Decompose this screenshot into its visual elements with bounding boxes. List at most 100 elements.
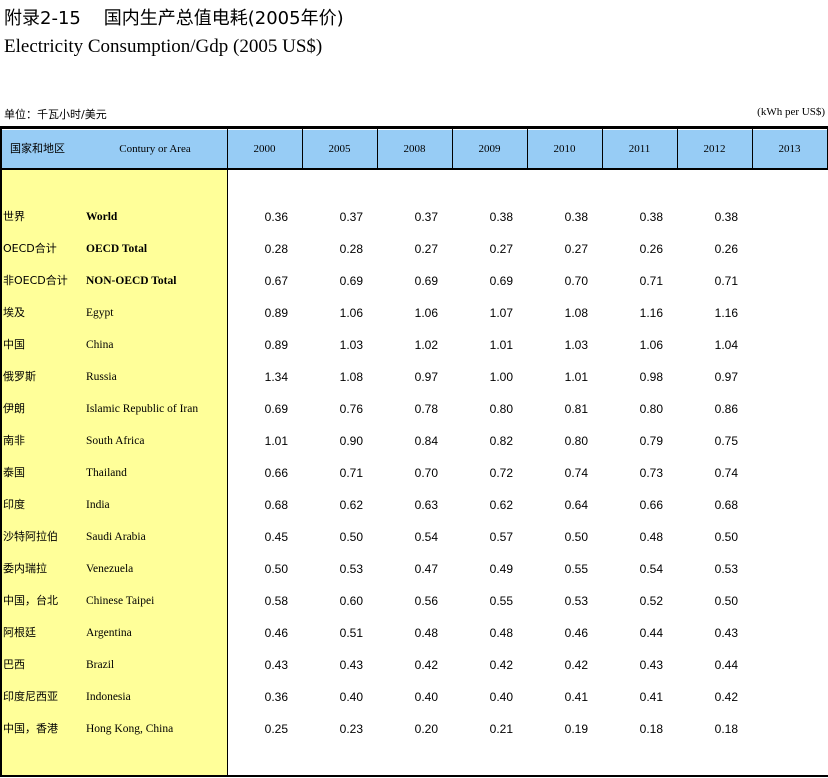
table-row: 沙特阿拉伯 Saudi Arabia 0.45 0.50 0.54 0.57 0.50 0.4… [0,521,828,553]
row-name-en: OECD Total [86,243,148,255]
value-cell: 0.70 [414,466,438,480]
value-cell: 0.53 [564,594,588,608]
table-row: 巴西 Brazil 0.43 0.43 0.42 0.42 0.42 0.43 0.44 [0,649,828,681]
value-cell: 0.27 [414,242,438,256]
value-cell: 0.79 [639,434,663,448]
value-cell: 1.01 [489,338,513,352]
value-cell: 0.58 [264,594,288,608]
value-cell: 0.69 [339,274,363,288]
table-row: 阿根廷 Argentina 0.46 0.51 0.48 0.48 0.46 0.44 0.43 [0,617,828,649]
value-cell: 0.37 [414,210,438,224]
row-name-en: China [86,339,114,351]
value-cell: 0.44 [714,658,738,672]
value-cell: 0.71 [339,466,363,480]
value-cell: 0.38 [564,210,588,224]
value-cell: 0.41 [564,690,588,704]
value-cell: 1.08 [564,306,588,320]
value-cell: 0.81 [564,402,588,416]
value-cell: 0.54 [414,530,438,544]
table-row: 世界 World 0.36 0.37 0.37 0.38 0.38 0.38 0.38 [0,201,828,233]
value-cell: 0.56 [414,594,438,608]
value-cell: 0.26 [714,242,738,256]
value-cell: 0.51 [339,626,363,640]
value-cell: 0.50 [564,530,588,544]
value-cell: 0.43 [339,658,363,672]
row-name-cn: OECD合计 [3,242,57,255]
value-cell: 0.43 [714,626,738,640]
row-name-en: Argentina [86,627,132,639]
value-cell: 0.74 [564,466,588,480]
value-cell: 0.50 [339,530,363,544]
row-name-cn: 俄罗斯 [3,370,36,383]
value-cell: 0.90 [339,434,363,448]
value-cell: 0.50 [714,594,738,608]
table-row: 南非 South Africa 1.01 0.90 0.84 0.82 0.80 0.79 0.… [0,425,828,457]
value-cell: 1.16 [639,306,663,320]
value-cell: 0.52 [639,594,663,608]
value-cell: 0.69 [264,402,288,416]
name-column-background [0,168,227,775]
value-cell: 0.21 [489,722,513,736]
unit-label-cn: 单位：千瓦小时/美元 [4,108,107,121]
table-row: 中国 China 0.89 1.03 1.02 1.01 1.03 1.06 1.04 [0,329,828,361]
table-row: 埃及 Egypt 0.89 1.06 1.06 1.07 1.08 1.16 1.16 [0,297,828,329]
value-cell: 0.37 [339,210,363,224]
value-cell: 0.69 [489,274,513,288]
value-cell: 0.53 [714,562,738,576]
value-cell: 0.68 [714,498,738,512]
column-divider [302,128,303,169]
value-cell: 1.02 [414,338,438,352]
value-cell: 0.67 [264,274,288,288]
value-cell: 0.84 [414,434,438,448]
value-cell: 1.34 [264,370,288,384]
column-divider [752,128,753,169]
header-year-1: 2005 [328,143,351,155]
value-cell: 0.57 [489,530,513,544]
header-year-2: 2008 [403,143,426,155]
value-cell: 0.82 [489,434,513,448]
value-cell: 0.45 [264,530,288,544]
row-name-en: South Africa [86,435,145,447]
value-cell: 0.78 [414,402,438,416]
page-title-en: Electricity Consumption/Gdp (2005 US$) [4,36,323,57]
value-cell: 1.00 [489,370,513,384]
value-cell: 0.68 [264,498,288,512]
value-cell: 0.80 [639,402,663,416]
value-cell: 0.76 [339,402,363,416]
value-cell: 1.03 [564,338,588,352]
value-cell: 0.47 [414,562,438,576]
value-cell: 0.28 [339,242,363,256]
value-cell: 0.23 [339,722,363,736]
row-name-cn: 中国 [3,338,25,351]
header-year-5: 2011 [628,143,651,155]
value-cell: 0.19 [564,722,588,736]
value-cell: 0.43 [264,658,288,672]
value-cell: 0.40 [414,690,438,704]
row-name-en: NON-OECD Total [86,275,177,287]
value-cell: 0.86 [714,402,738,416]
value-cell: 0.41 [639,690,663,704]
value-cell: 0.36 [264,690,288,704]
row-name-en: Thailand [86,467,127,479]
column-divider [227,128,228,776]
value-cell: 0.28 [264,242,288,256]
value-cell: 0.97 [414,370,438,384]
value-cell: 0.38 [639,210,663,224]
header-year-4: 2010 [553,143,576,155]
row-name-cn: 泰国 [3,466,25,479]
column-divider [677,128,678,169]
value-cell: 0.62 [489,498,513,512]
table-row: OECD合计 OECD Total 0.28 0.28 0.27 0.27 0.27 0.26… [0,233,828,265]
row-name-en: Hong Kong, China [86,723,174,735]
value-cell: 0.54 [639,562,663,576]
value-cell: 0.25 [264,722,288,736]
value-cell: 0.46 [264,626,288,640]
value-cell: 0.50 [264,562,288,576]
header-year-3: 2009 [478,143,501,155]
header-year-7: 2013 [778,143,801,155]
value-cell: 0.46 [564,626,588,640]
value-cell: 0.27 [489,242,513,256]
value-cell: 0.36 [264,210,288,224]
value-cell: 0.97 [714,370,738,384]
unit-label-en: (kWh per US$) [757,106,825,118]
